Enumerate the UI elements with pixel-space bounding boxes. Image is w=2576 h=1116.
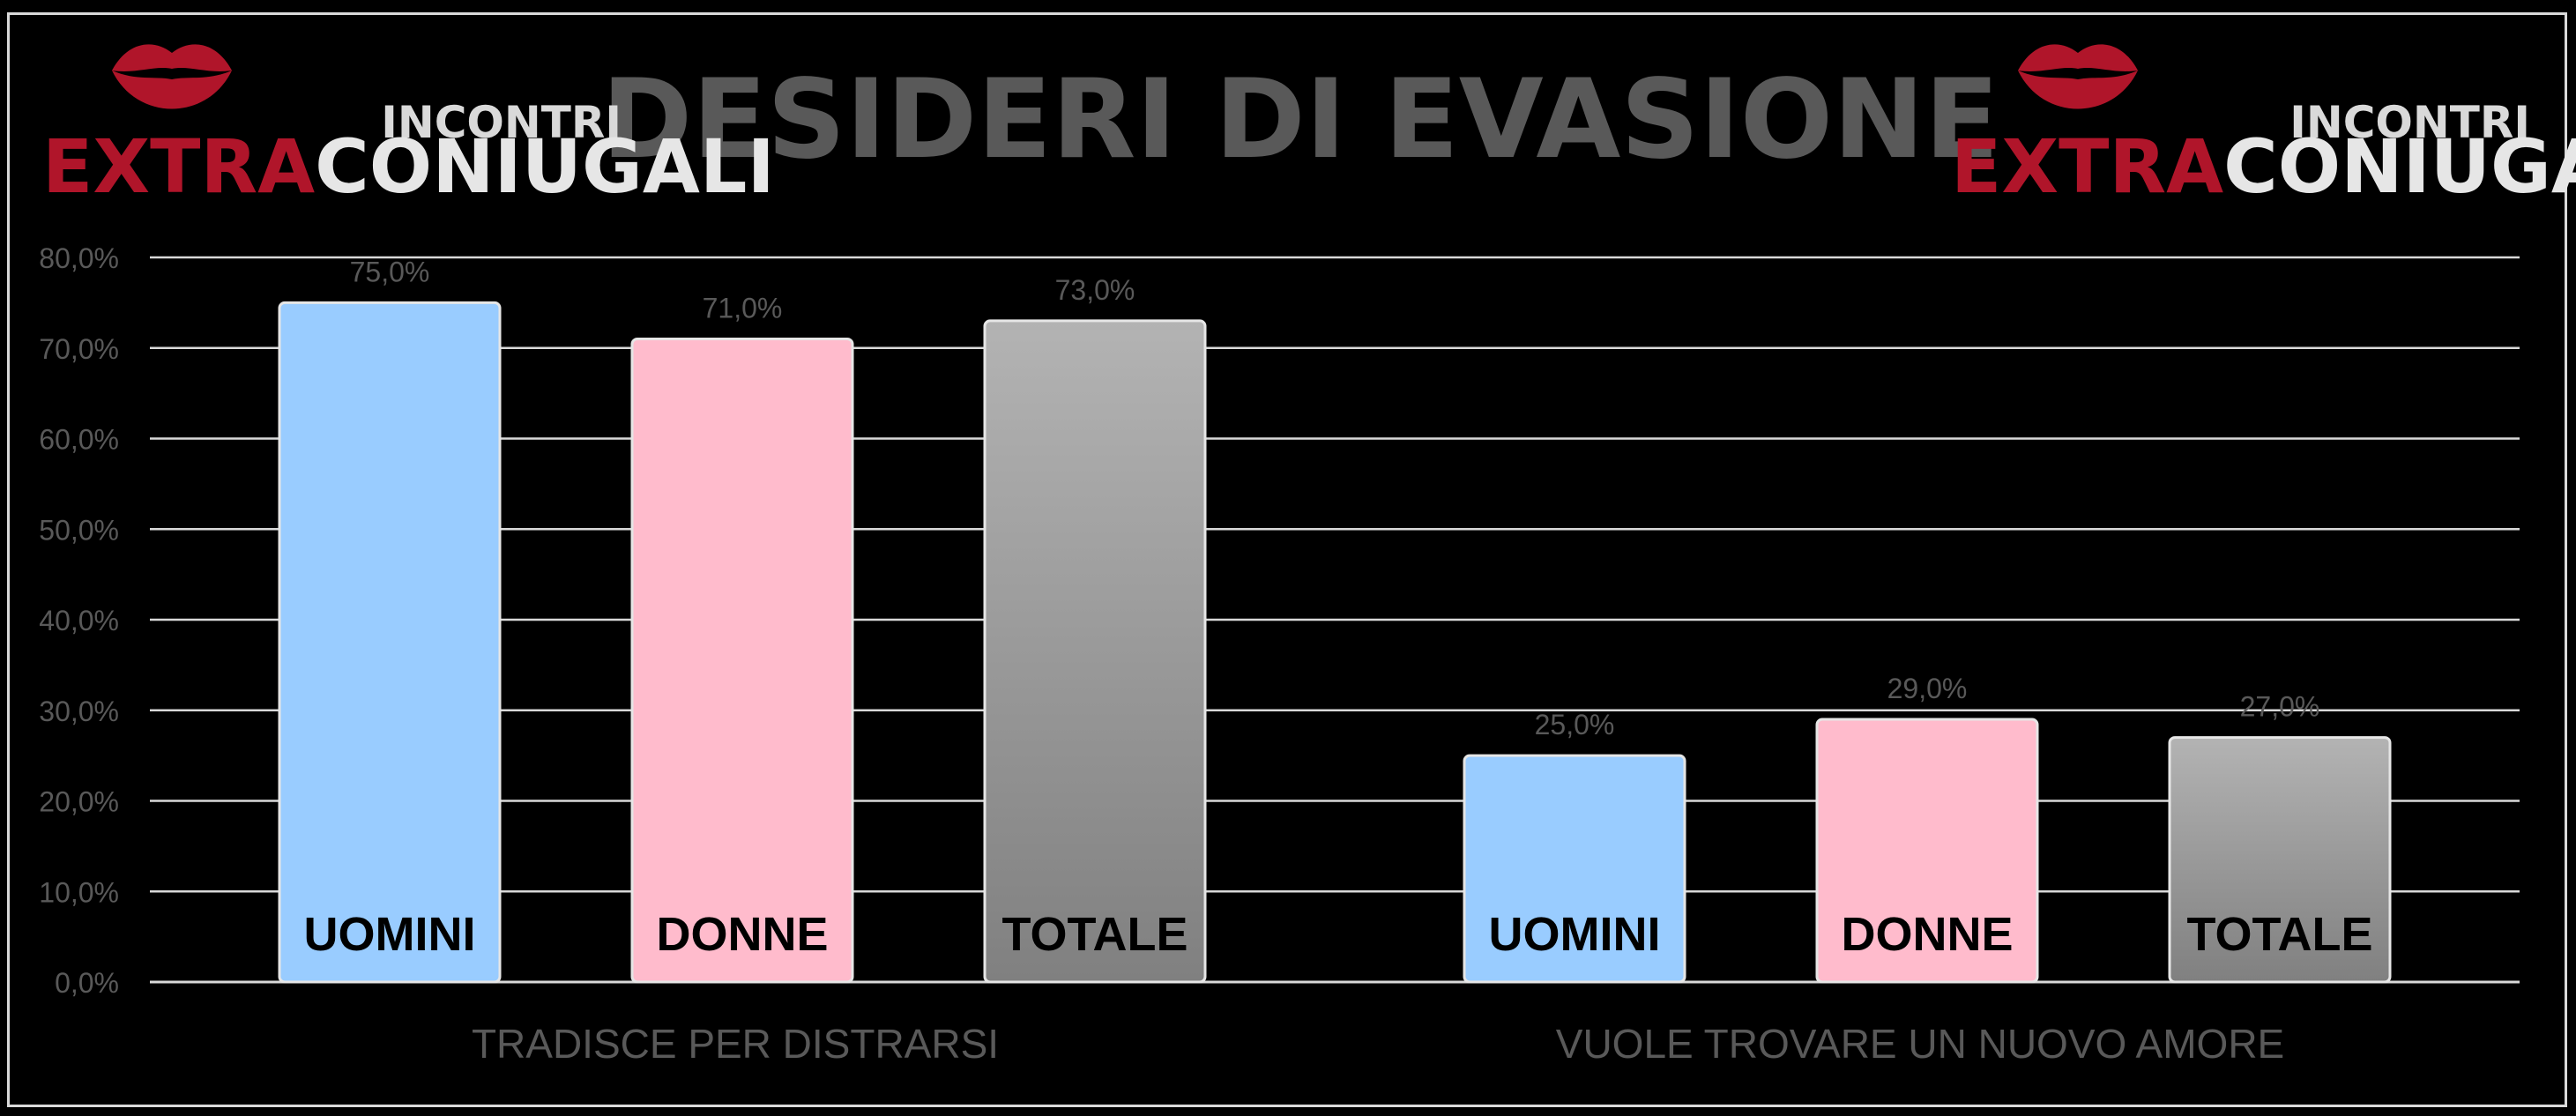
data-label: 75,0% xyxy=(350,256,430,287)
logo-incontri: INCONTRI xyxy=(381,97,622,148)
data-label: 27,0% xyxy=(2240,691,2320,723)
logo-brand-red: EXTRA xyxy=(1951,123,2223,210)
category-label: TRADISCE PER DISTRARSI xyxy=(472,1021,999,1067)
bar-totale xyxy=(983,319,1207,984)
logo-brand: EXTRACONIUGALI xyxy=(1951,123,2576,210)
series-label: UOMINI xyxy=(1489,908,1661,961)
logo-brand: EXTRACONIUGALI xyxy=(42,123,775,210)
data-label: 73,0% xyxy=(1055,274,1135,306)
y-tick-label: 20,0% xyxy=(39,786,119,818)
data-label: 71,0% xyxy=(703,292,783,324)
lips-icon xyxy=(2018,44,2138,109)
series-label: TOTALE xyxy=(2187,908,2373,961)
bar-totale xyxy=(2168,736,2392,984)
logo-brand-red: EXTRA xyxy=(42,123,315,210)
logo-brand-white: CONIUGALI xyxy=(2223,123,2576,210)
logo-right: INCONTRI EXTRACONIUGALI xyxy=(1951,44,2576,210)
logo-incontri: INCONTRI xyxy=(2289,97,2530,148)
bar-donne xyxy=(1815,718,2039,984)
y-tick-label: 0,0% xyxy=(55,967,119,999)
bar-uomini xyxy=(1463,754,1686,984)
chart-title: DESIDERI DI EVASIONE xyxy=(601,56,1999,183)
data-label: 25,0% xyxy=(1535,709,1615,740)
series-label: TOTALE xyxy=(1002,908,1188,961)
bar-donne xyxy=(630,337,854,984)
y-tick-label: 30,0% xyxy=(39,696,119,727)
y-tick-label: 40,0% xyxy=(39,605,119,636)
data-label: 29,0% xyxy=(1887,673,1968,704)
y-tick-label: 10,0% xyxy=(39,876,119,908)
y-tick-label: 80,0% xyxy=(39,242,119,274)
bar-uomini xyxy=(278,301,502,984)
series-label: UOMINI xyxy=(304,908,476,961)
series-label: DONNE xyxy=(656,908,828,961)
logo-brand-white: CONIUGALI xyxy=(315,123,775,210)
y-tick-label: 60,0% xyxy=(39,424,119,456)
lips-icon xyxy=(112,44,232,109)
chart-frame xyxy=(7,12,2567,1107)
y-tick-label: 70,0% xyxy=(39,333,119,365)
y-tick-label: 50,0% xyxy=(39,514,119,546)
plot-area: 0,0% 10,0% 20,0% 30,0% 40,0% 50,0% 60,0% 70,0% 8… xyxy=(39,242,2520,1067)
logo-left: INCONTRI EXTRACONIUGALI xyxy=(42,44,775,210)
series-label: DONNE xyxy=(1841,908,2013,961)
category-label: VUOLE TROVARE UN NUOVO AMORE xyxy=(1556,1021,2284,1067)
